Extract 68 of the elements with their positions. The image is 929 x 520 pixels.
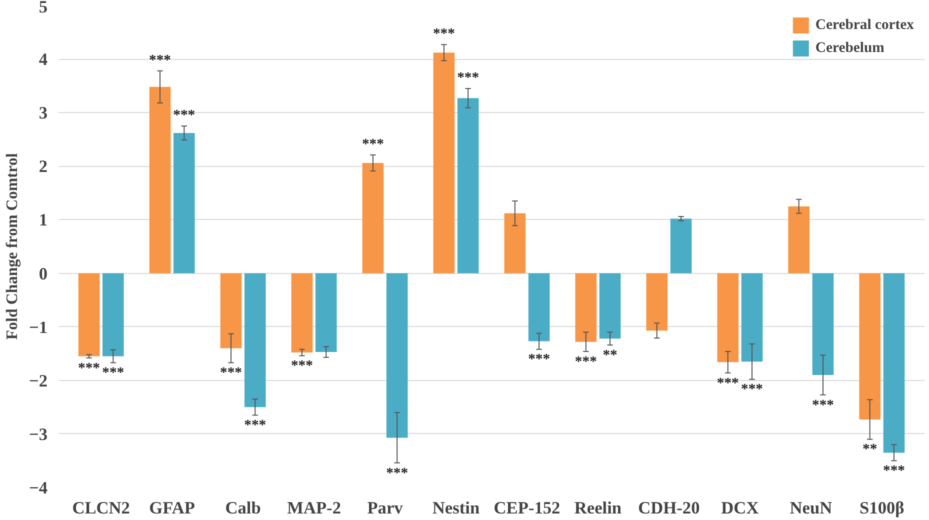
bar: [315, 273, 337, 352]
data-label: ***: [78, 360, 100, 376]
data-label: **: [602, 347, 618, 364]
y-tick-label: 5: [38, 0, 48, 16]
x-tick-label: GFAP: [149, 498, 196, 518]
bar: [457, 98, 479, 274]
bar: [386, 273, 408, 438]
bar: [173, 132, 195, 274]
bar: [504, 213, 526, 274]
x-tick-label: MAP-2: [287, 498, 341, 518]
y-tick-label: 1: [38, 210, 48, 230]
data-label: ***: [173, 108, 196, 124]
data-label: ***: [716, 375, 739, 392]
bar: [244, 273, 266, 408]
bar: [646, 273, 668, 331]
data-label: ***: [220, 365, 242, 382]
x-tick-label: NeuN: [790, 498, 833, 518]
x-tick-label: CEP-152: [494, 498, 560, 518]
bar: [859, 273, 880, 420]
data-label: ***: [574, 354, 597, 370]
bar: [812, 273, 834, 376]
bar: [670, 218, 692, 274]
data-label: ***: [362, 136, 384, 153]
x-tick-label: Nestin: [432, 498, 480, 518]
bar: [741, 273, 763, 362]
data-label: ***: [741, 382, 763, 398]
bar: [717, 273, 739, 362]
bar: [788, 206, 810, 274]
y-axis-title: Fold Change from Comtrol: [4, 152, 21, 340]
bar: [102, 273, 124, 356]
data-label: ***: [812, 397, 834, 414]
x-tick-label: CDH-20: [638, 498, 700, 518]
y-tick-label: −3: [28, 424, 48, 444]
y-tick-label: 2: [38, 157, 48, 176]
bar: [149, 86, 171, 274]
bar: [599, 273, 621, 339]
data-label: ***: [386, 465, 408, 482]
data-label: ***: [102, 365, 124, 382]
legend-label: Cerebral cortex: [815, 16, 914, 34]
y-tick-label: 0: [38, 264, 48, 284]
y-tick-label: −1: [28, 318, 48, 337]
data-label: ***: [457, 70, 480, 86]
x-tick-label: Reelin: [574, 498, 622, 518]
data-label: **: [862, 442, 878, 458]
legend-label: Cerebelum: [815, 40, 884, 56]
bar: [528, 273, 550, 342]
x-tick-label: DCX: [721, 498, 760, 518]
y-tick-label: −2: [28, 371, 48, 390]
data-label: ***: [528, 352, 550, 368]
data-label: ***: [149, 52, 171, 68]
data-label: ***: [882, 463, 905, 480]
bar: [575, 273, 597, 342]
x-tick-label: Calb: [225, 498, 261, 518]
y-tick-label: −4: [28, 478, 48, 498]
bar: [433, 52, 455, 274]
y-tick-label: 3: [38, 104, 48, 123]
data-label: ***: [290, 358, 313, 374]
data-label: ***: [432, 26, 455, 42]
bar: [883, 273, 905, 453]
x-tick-label: S100β: [860, 498, 904, 518]
bar: [291, 273, 313, 353]
bar: [362, 162, 384, 274]
x-tick-label: CLCN2: [72, 498, 130, 518]
bar: [78, 273, 100, 356]
data-label: ***: [244, 418, 266, 434]
bar: [220, 273, 242, 348]
x-tick-label: Parv: [367, 498, 404, 518]
y-tick-label: 4: [38, 50, 48, 70]
